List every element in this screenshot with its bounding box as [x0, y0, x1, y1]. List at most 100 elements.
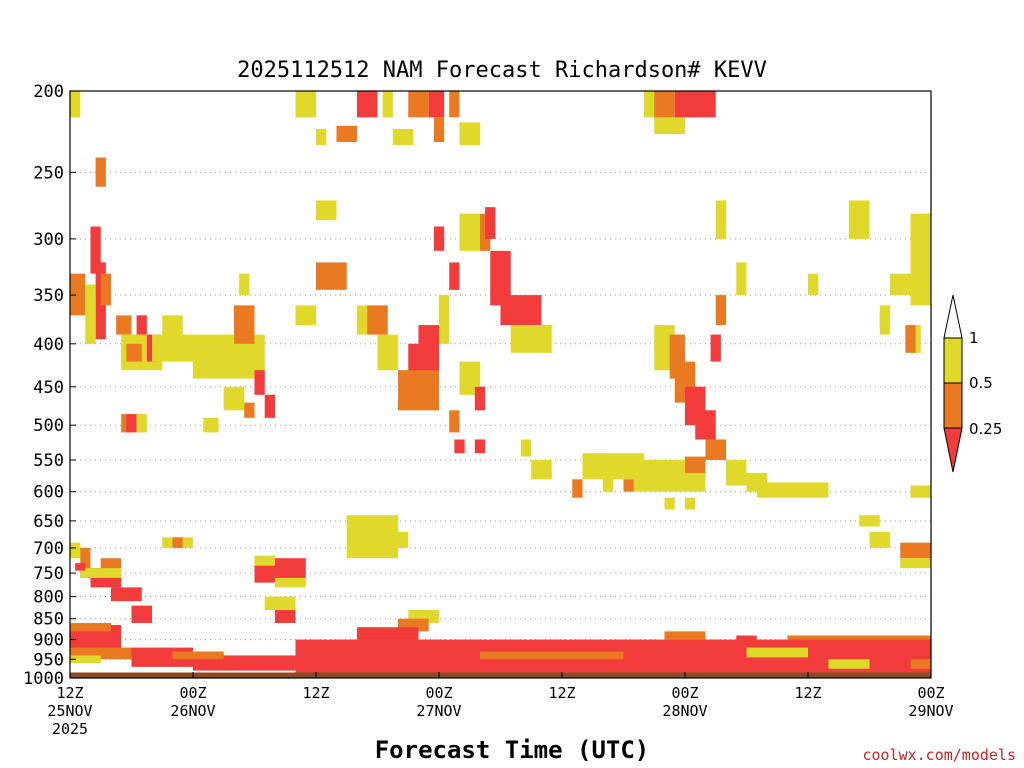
ri-cell-114: [275, 610, 296, 623]
ri-cell-128: [172, 651, 224, 660]
ri-cell-5: [100, 273, 111, 306]
ri-cell-46: [439, 295, 450, 344]
ri-cell-36: [316, 200, 337, 221]
chart-title: 2025112512 NAM Forecast Richardson# KEVV: [237, 58, 767, 83]
data-cells: [70, 91, 931, 678]
x-tick-label-0-1: 25NOV: [47, 702, 92, 720]
x-tick-label-7-1: 29NOV: [908, 702, 953, 720]
ri-cell-120: [787, 635, 931, 644]
ri-cell-52: [500, 295, 542, 326]
ri-cell-90: [910, 213, 931, 306]
ri-cell-6: [95, 157, 106, 187]
ri-cell-65: [623, 479, 634, 492]
ri-cell-17: [223, 386, 245, 411]
ri-cell-117: [357, 627, 419, 640]
ri-cell-107: [111, 587, 142, 602]
ri-cell-74: [736, 262, 747, 296]
colorbar-label-2: 0.25: [969, 420, 1002, 438]
y-tick-label-650: 650: [33, 512, 64, 532]
ri-cell-13: [162, 315, 183, 344]
colorbar-top-arrow: [943, 294, 963, 339]
ri-cell-32: [316, 129, 327, 146]
ri-cell-108: [131, 605, 152, 623]
y-tick-label-250: 250: [33, 163, 64, 183]
ri-cell-97: [900, 558, 931, 569]
ri-cell-45: [433, 226, 445, 251]
ri-cell-48: [459, 213, 480, 251]
ri-cell-110: [80, 547, 91, 578]
ri-cell-106: [100, 558, 122, 569]
ri-cell-84: [756, 482, 829, 498]
ri-cell-54: [459, 361, 480, 395]
ri-cell-28: [408, 91, 429, 118]
ri-cell-53: [510, 325, 552, 353]
ri-cell-75: [715, 295, 726, 326]
y-tick-label-1000: 1000: [23, 669, 64, 689]
ri-cell-58: [474, 439, 486, 454]
ri-cell-24: [203, 417, 219, 433]
y-tick-label-500: 500: [33, 416, 64, 436]
grid-lines: [70, 171, 931, 660]
ri-cell-89: [905, 325, 916, 353]
y-axis: 200 250 300 350 400 450 500 550 600 650 700 750 8008…: [23, 82, 76, 689]
ri-cell-23: [136, 414, 147, 433]
ri-cell-60: [531, 459, 552, 480]
ri-cell-38: [295, 305, 316, 326]
ri-cell-83: [726, 459, 747, 486]
y-tick-label-750: 750: [33, 564, 64, 584]
ri-cell-73: [715, 200, 726, 239]
ri-cell-9: [126, 343, 142, 362]
ri-cell-99: [377, 531, 409, 548]
ri-cell-33: [392, 129, 414, 146]
ri-cell-130: [746, 647, 808, 658]
x-tick-label-4-0: 12Z: [548, 684, 575, 702]
x-tick-label-3-0: 00Z: [425, 684, 452, 702]
y-tick-label-900: 900: [33, 631, 64, 651]
ri-cell-93: [910, 485, 931, 498]
y-tick-label-700: 700: [33, 539, 64, 559]
y-tick-label-350: 350: [33, 286, 64, 306]
ri-cell-44: [418, 325, 439, 362]
ri-cell-81: [695, 410, 716, 440]
ri-cell-118: [664, 631, 706, 640]
ri-cell-91: [849, 200, 870, 239]
ri-cell-129: [480, 651, 624, 660]
ri-cell-123: [70, 647, 132, 660]
ri-cell-113: [264, 596, 296, 611]
ri-cell-50: [485, 207, 496, 239]
x-tick-label-5-1: 28NOV: [662, 702, 707, 720]
ri-cell-109: [70, 542, 81, 559]
colorbar-label-0: 1: [969, 329, 979, 347]
ri-cell-67: [664, 497, 675, 510]
ri-cell-37: [316, 262, 347, 290]
ri-cell-82: [705, 439, 726, 460]
ri-cell-57: [454, 439, 465, 454]
ri-cell-62: [603, 466, 614, 492]
ri-cell-68: [685, 497, 696, 510]
ri-cell-122: [70, 622, 111, 632]
ri-cell-0: [70, 91, 81, 118]
ri-cell-132: [910, 659, 931, 669]
y-tick-label-450: 450: [33, 378, 64, 398]
ri-cell-71: [674, 91, 716, 118]
y-tick-label-600: 600: [33, 483, 64, 503]
ri-cell-64: [572, 479, 583, 498]
ri-cell-59: [521, 439, 532, 457]
x-tick-label-7-0: 00Z: [917, 684, 944, 702]
plot-frame: [69, 90, 932, 679]
ri-cell-41: [377, 334, 398, 371]
ri-cell-112: [75, 563, 86, 571]
ri-cell-95: [869, 531, 890, 548]
ri-cell-104: [275, 577, 306, 588]
ri-cell-70: [654, 91, 675, 118]
ri-cell-26: [357, 91, 378, 118]
ri-cell-35: [459, 122, 480, 146]
ri-cell-103: [254, 555, 275, 566]
ri-cell-31: [336, 125, 357, 142]
ri-cell-29: [428, 91, 445, 118]
colorbar-label-1: 0.5: [969, 374, 993, 392]
ri-cell-25: [295, 91, 316, 118]
ri-cell-19: [244, 402, 255, 418]
ri-cell-4: [85, 284, 96, 344]
